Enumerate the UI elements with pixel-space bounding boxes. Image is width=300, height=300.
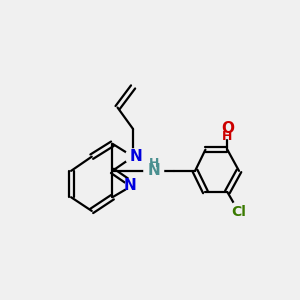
Text: N: N bbox=[124, 178, 136, 193]
Circle shape bbox=[229, 202, 249, 223]
Text: N: N bbox=[147, 164, 160, 178]
Text: N: N bbox=[130, 149, 142, 164]
Circle shape bbox=[218, 119, 237, 139]
Circle shape bbox=[125, 149, 141, 164]
Text: H: H bbox=[222, 130, 233, 143]
Circle shape bbox=[125, 177, 141, 193]
Text: Cl: Cl bbox=[232, 205, 246, 219]
Circle shape bbox=[144, 161, 164, 181]
Text: H: H bbox=[148, 157, 159, 169]
Text: O: O bbox=[221, 121, 234, 136]
